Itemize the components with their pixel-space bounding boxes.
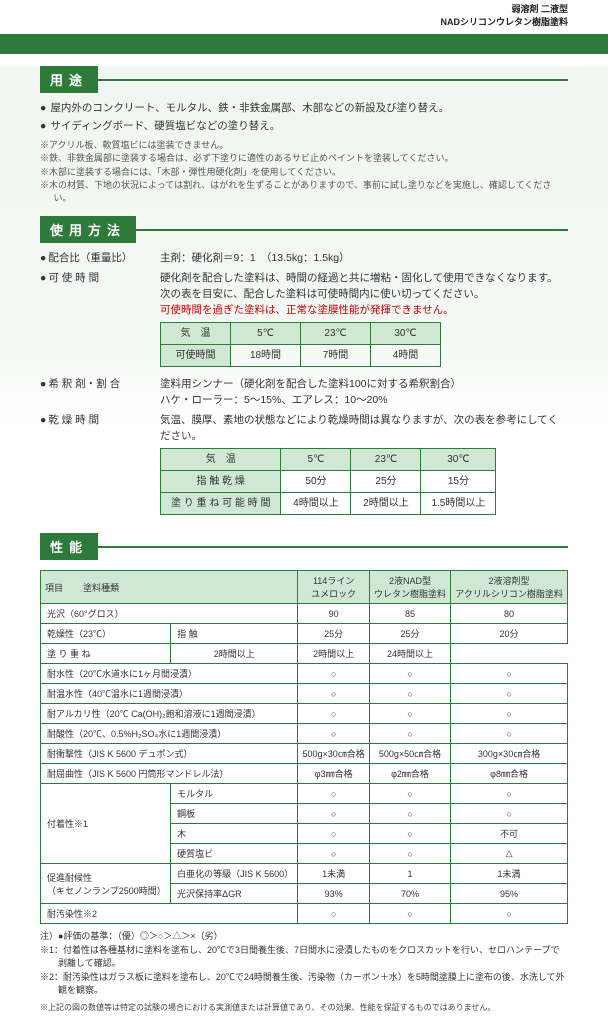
criteria: 注）●評価の基準：（優）◎＞○＞△＞×（劣）	[40, 930, 568, 944]
note2: ※2：耐汚染性はガラス板に塗料を塗布し、20℃で24時間養生後、汚染物（カーボン…	[40, 971, 568, 998]
usage-notes: ※アクリル板、軟質塩ビには塗装できません。※鉄、非鉄金属部に塗装する場合は、必ず…	[40, 139, 568, 205]
disclaimer: ※上記の図の数値等は特定の試験の場合における実測値または計算値であり、その効果、…	[40, 1002, 568, 1013]
usage-bullet-1: サイディングボード、硬質塩ビなどの塗り替え。	[40, 119, 568, 135]
usage-note-3: ※木の材質、下地の状況によっては割れ、はがれを生ずることがありますので、事前に試…	[40, 179, 568, 204]
thinner-b2: ハケ・ローラー：5～15%、エアレス：10～20%	[160, 393, 568, 409]
note1: ※1：付着性は各種基材に塗料を塗布し、20℃で3日間養生後、7日間水に浸漬したも…	[40, 944, 568, 971]
section-usage-hdr: 用途	[40, 66, 568, 93]
prod-line2: NADシリコンウレタン樹脂塗料	[441, 17, 569, 27]
header-band	[0, 34, 608, 54]
perf-table: 項目 塗料種類114ラインユメロック2液NAD型ウレタン樹脂塗料2液溶剤型アクリ…	[40, 570, 568, 924]
usage-note-1: ※鉄、非鉄金属部に塗装する場合は、必ず下塗りに適性のあるサビ止めペイントを塗装し…	[40, 152, 568, 165]
prod-line1: 弱溶剤 二液型	[511, 4, 568, 14]
section-usage-line	[98, 79, 568, 81]
potlife-label: 可 使 時 間	[40, 271, 160, 373]
potlife-b1: 硬化剤を配合した塗料は、時間の経過と共に増粘・固化して使用できなくなります。	[160, 271, 568, 287]
thinner-label: 希 釈 剤・割 合	[40, 377, 160, 409]
section-method-label: 使用方法	[40, 216, 136, 243]
section-usage-label: 用途	[40, 66, 98, 93]
usage-bullet-0: 屋内外のコンクリート、モルタル、鉄・非鉄金属部、木部などの新設及び塗り替え。	[40, 101, 568, 117]
thinner-b1: 塗料用シンナー（硬化剤を配合した塗料100に対する希釈割合）	[160, 377, 568, 393]
section-perf-label: 性能	[40, 533, 98, 560]
section-method-line	[136, 229, 568, 231]
potlife-b2: 次の表を目安に、配合した塗料は可使時間内に使い切ってください。	[160, 287, 568, 303]
section-method-hdr: 使用方法	[40, 216, 568, 243]
dry-table: 気 温5℃23℃30℃指 触 乾 燥50分25分15分塗 り 重 ね 可 能 時…	[160, 448, 496, 515]
dry-body: 気温、膜厚、素地の状態などにより乾燥時間は異なりますが、次の表を参考にしてくださ…	[160, 413, 568, 445]
section-perf-hdr: 性能	[40, 533, 568, 560]
ratio-label: 配合比（重量比）	[40, 251, 160, 267]
potlife-table: 気 温5℃23℃30℃可使時間18時間7時間4時間	[160, 322, 441, 367]
section-perf-line	[98, 546, 568, 548]
ratio-body: 主剤：硬化剤＝9：1 （13.5kg：1.5kg）	[160, 251, 568, 267]
usage-note-2: ※木部に塗装する場合には、「木部・弾性用硬化剤」を使用してください。	[40, 166, 568, 179]
potlife-b3: 可使時間を過ぎた塗料は、正常な塗膜性能が発揮できません。	[160, 303, 568, 319]
dry-label: 乾 燥 時 間	[40, 413, 160, 522]
usage-note-0: ※アクリル板、軟質塩ビには塗装できません。	[40, 139, 568, 152]
